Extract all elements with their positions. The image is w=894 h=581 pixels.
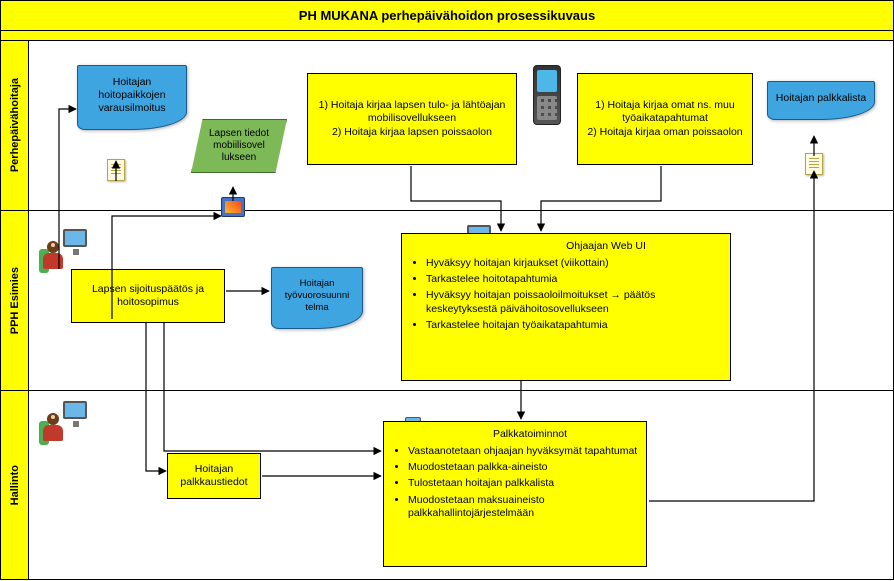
- proc-webui-list: Hyväksyy hoitajan kirjaukset (viikottain…: [410, 257, 722, 332]
- user-pc-icon-esimies: [43, 229, 87, 269]
- title-spacer: [1, 31, 893, 41]
- phone-icon: [533, 65, 561, 125]
- doc-palkkalista: Hoitajan palkkalista: [767, 81, 875, 120]
- db-icon: [221, 197, 245, 217]
- page-title: PH MUKANA perhepäivähoidon prosessikuvau…: [299, 8, 595, 23]
- data-lapsen-tiedot: Lapsen tiedot mobiilisovel lukseen: [191, 119, 287, 173]
- proc-ohjaajan-web-ui: Ohjaajan Web UI Hyväksyy hoitajan kirjau…: [401, 233, 731, 381]
- title-bar: PH MUKANA perhepäivähoidon prosessikuvau…: [1, 1, 893, 31]
- doc-tyovuorosuunnitelma: Hoitajan työvuorosuunni telma: [271, 267, 363, 329]
- diagram-canvas: PH MUKANA perhepäivähoidon prosessikuvau…: [0, 0, 894, 580]
- proc-hoitaja-kirjaa-omat: 1) Hoitaja kirjaa omat ns. muu työaikata…: [577, 73, 753, 165]
- lane-label-3: Hallinto: [1, 391, 29, 579]
- proc-palkka-title: Palkkatoiminnot: [422, 428, 638, 441]
- note-icon-3: [805, 153, 823, 175]
- proc-palkka-list: Vastaanotetaan ohjaajan hyväksymät tapah…: [392, 445, 638, 520]
- proc-palkkaustiedot: Hoitajan palkkaustiedot: [167, 453, 261, 499]
- doc-varausilmoitus: Hoitajan hoitopaikkojen varausilmoitus: [77, 65, 187, 130]
- note-icon-1: [107, 159, 125, 181]
- proc-sijoituspaatos: Lapsen sijoituspäätös ja hoitosopimus: [71, 269, 225, 323]
- proc-webui-title: Ohjaajan Web UI: [490, 240, 722, 253]
- proc-palkkatoiminnot: Palkkatoiminnot Vastaanotetaan ohjaajan …: [383, 421, 647, 567]
- lane-label-2: PPH Esimies: [1, 211, 29, 391]
- lane-label-1: Perhepäivähoitaja: [1, 41, 29, 211]
- user-pc-icon-hallinto: [43, 401, 87, 441]
- proc-hoitaja-kirjaa-lapsen: 1) Hoitaja kirjaa lapsen tulo- ja lähtöa…: [307, 73, 517, 165]
